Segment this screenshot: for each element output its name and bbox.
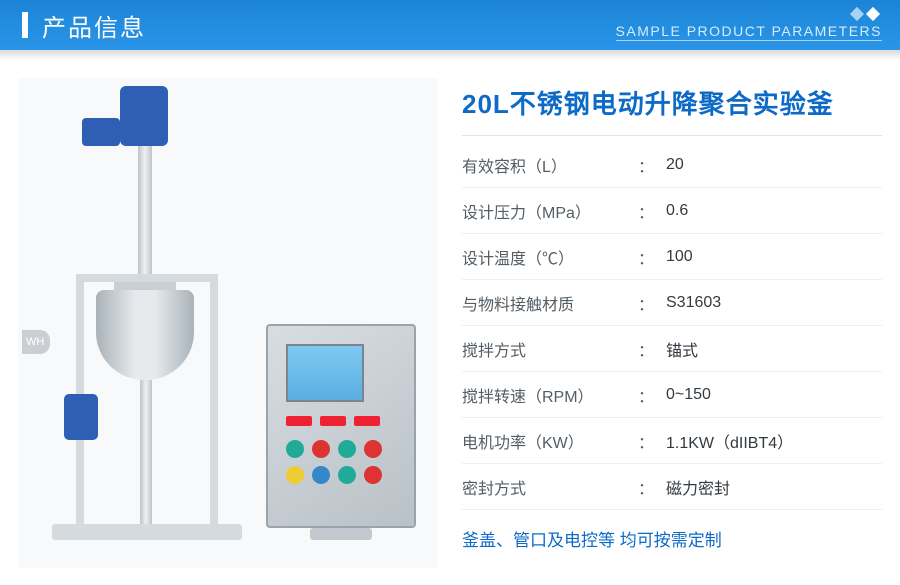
spec-value: 20 <box>666 156 684 174</box>
spec-label: 设计压力（MPa） <box>462 199 638 223</box>
panel-buttons <box>286 440 382 484</box>
spec-label: 设计温度（℃） <box>462 245 638 269</box>
equip-motor-side <box>82 118 120 146</box>
product-title: 20L不锈钢电动升降聚合实验釜 <box>462 84 882 136</box>
diamond-icon <box>866 7 880 21</box>
panel-led <box>354 416 380 426</box>
spec-colon: ： <box>638 429 666 453</box>
spec-label: 有效容积（L） <box>462 153 638 177</box>
spec-row: 与物料接触材质 ： S31603 <box>462 280 882 326</box>
spec-label: 电机功率（KW） <box>462 429 638 453</box>
spec-label: 搅拌方式 <box>462 337 638 361</box>
spec-area: 20L不锈钢电动升降聚合实验釜 有效容积（L） ： 20 设计压力（MPa） ：… <box>462 78 882 568</box>
header-subtitle: SAMPLE PRODUCT PARAMETERS <box>616 23 882 41</box>
spec-colon: ： <box>638 383 666 407</box>
equip-lift-motor <box>64 394 98 440</box>
header-bar: 产品信息 SAMPLE PRODUCT PARAMETERS <box>0 0 900 50</box>
spec-label: 与物料接触材质 <box>462 291 638 315</box>
spec-row: 有效容积（L） ： 20 <box>462 142 882 188</box>
spec-value: 100 <box>666 248 693 266</box>
header-accent-bar <box>22 12 28 38</box>
diamond-icon <box>850 7 864 21</box>
equip-motor-top <box>120 86 168 146</box>
spec-colon: ： <box>638 337 666 361</box>
spec-row: 电机功率（KW） ： 1.1KW（dIIBT4） <box>462 418 882 464</box>
equip-panel-stand <box>310 528 372 540</box>
spec-row: 搅拌方式 ： 锚式 <box>462 326 882 372</box>
product-image: WH <box>18 78 438 568</box>
spec-label: 密封方式 <box>462 475 638 499</box>
spec-label: 搅拌转速（RPM） <box>462 383 638 407</box>
spec-colon: ： <box>638 291 666 315</box>
image-watermark: WH <box>22 330 50 354</box>
customization-note: 釜盖、管口及电控等 均可按需定制 <box>462 526 882 551</box>
equip-column <box>140 380 152 524</box>
spec-value: 锚式 <box>666 337 698 361</box>
spec-row: 设计压力（MPa） ： 0.6 <box>462 188 882 234</box>
equip-shaft <box>138 146 152 286</box>
spec-colon: ： <box>638 245 666 269</box>
content: WH 20L不锈钢电动升降聚合实验釜 有效容积（L） ： 20 设计压力（MPa… <box>0 60 900 568</box>
spec-value: 0.6 <box>666 202 688 220</box>
spec-row: 设计温度（℃） ： 100 <box>462 234 882 280</box>
panel-led <box>320 416 346 426</box>
equip-frame <box>210 274 218 524</box>
spec-row: 密封方式 ： 磁力密封 <box>462 464 882 510</box>
equip-frame <box>76 274 218 282</box>
spec-value: 0~150 <box>666 386 711 404</box>
equip-base <box>52 524 242 540</box>
header-shadow <box>0 50 900 60</box>
header-right: SAMPLE PRODUCT PARAMETERS <box>616 9 882 41</box>
header-left: 产品信息 <box>0 8 146 43</box>
header-title: 产品信息 <box>42 8 146 43</box>
equip-vessel <box>96 290 194 380</box>
spec-value: S31603 <box>666 294 721 312</box>
header-diamonds <box>852 9 878 19</box>
spec-colon: ： <box>638 153 666 177</box>
equip-control-panel <box>266 324 416 528</box>
panel-led <box>286 416 312 426</box>
spec-colon: ： <box>638 475 666 499</box>
spec-value: 1.1KW（dIIBT4） <box>666 429 793 453</box>
spec-row: 搅拌转速（RPM） ： 0~150 <box>462 372 882 418</box>
spec-colon: ： <box>638 199 666 223</box>
spec-value: 磁力密封 <box>666 475 730 499</box>
panel-screen <box>286 344 364 402</box>
